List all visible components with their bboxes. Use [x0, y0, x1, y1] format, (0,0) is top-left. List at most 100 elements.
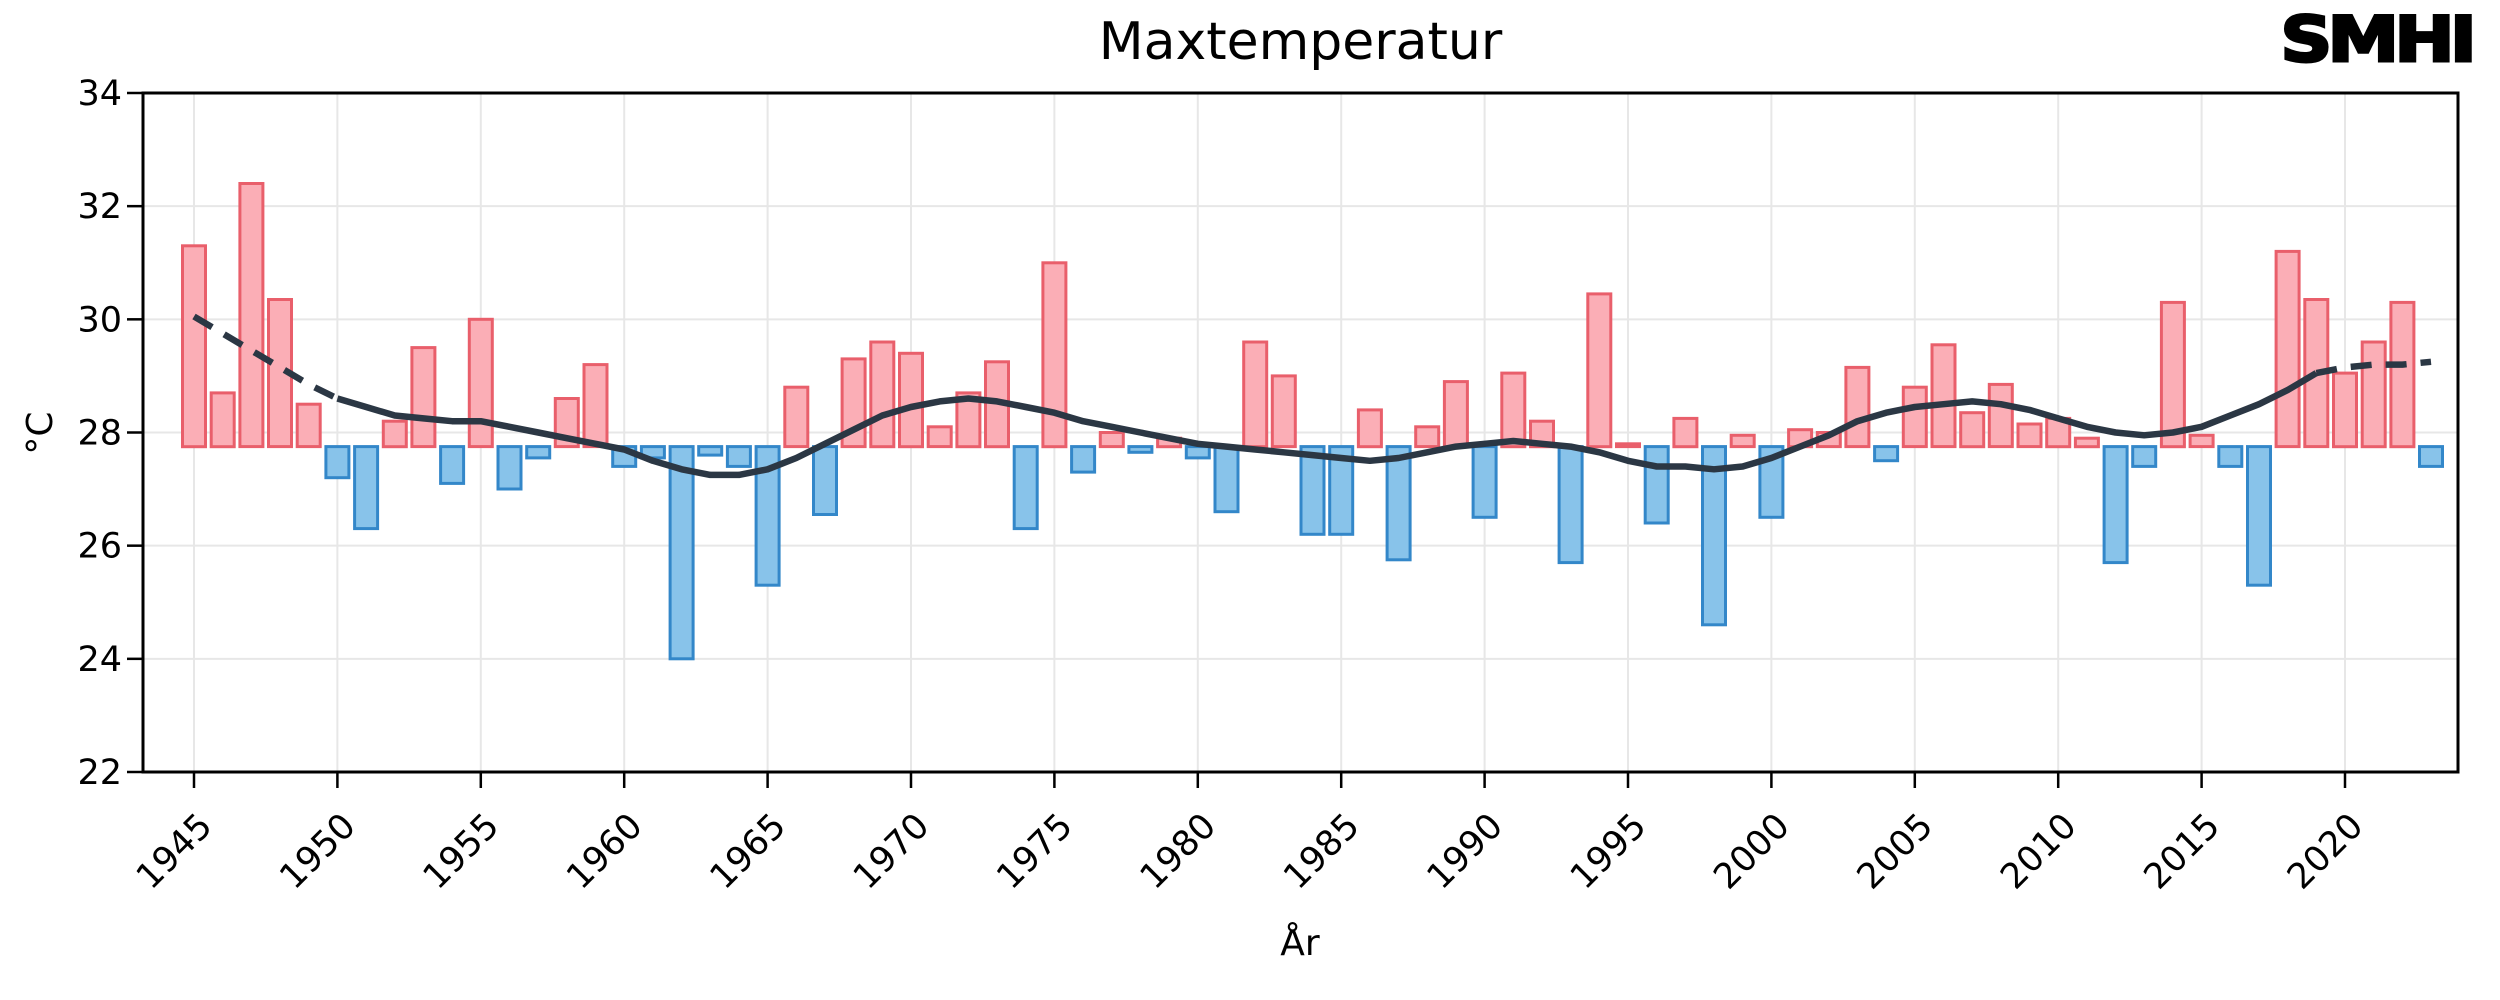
- bar-1965: [754, 445, 781, 587]
- bar-1959: [582, 363, 609, 449]
- smhi-logo: SMHI: [2279, 3, 2479, 78]
- y-tick-label: 32: [77, 187, 122, 227]
- bar-1984: [1299, 445, 1326, 536]
- bar-2021: [2360, 340, 2387, 449]
- bar-1950: [324, 445, 351, 480]
- bar-1963: [697, 445, 724, 457]
- bar-1945: [181, 244, 207, 449]
- bar-2015: [2188, 433, 2215, 449]
- bar-1952: [381, 419, 408, 449]
- bar-1986: [1356, 408, 1383, 449]
- trend-line-layer: [192, 313, 2432, 479]
- bars-layer: [181, 182, 2444, 661]
- bar-2016: [2217, 445, 2244, 468]
- x-tick-label: 1995: [1563, 806, 1654, 897]
- bar-1995: [1615, 442, 1641, 449]
- bar-1951: [353, 445, 380, 531]
- bar-2003: [1844, 365, 1871, 449]
- y-tick-label: 30: [77, 300, 122, 340]
- bar-1977: [1098, 431, 1125, 449]
- bar-2012: [2102, 445, 2129, 565]
- y-tick-label: 22: [77, 753, 122, 793]
- x-tick-label: 1985: [1276, 806, 1367, 897]
- y-tick-label: 24: [77, 640, 122, 680]
- bar-2005: [1901, 385, 1928, 449]
- bar-1999: [1729, 433, 1756, 449]
- x-tick-label: 1945: [129, 806, 220, 897]
- bar-2006: [1930, 343, 1957, 449]
- bar-1953: [410, 346, 437, 449]
- bar-1949: [295, 402, 322, 449]
- trend-line-dashed-start: [192, 313, 339, 402]
- bar-1993: [1557, 445, 1584, 565]
- bar-1988: [1414, 425, 1441, 449]
- bar-2011: [2073, 436, 2100, 449]
- bar-2007: [1959, 411, 1986, 449]
- bar-1955: [467, 317, 494, 449]
- bar-2020: [2332, 371, 2358, 449]
- y-tick-label: 28: [77, 414, 122, 454]
- bar-2009: [2016, 422, 2043, 449]
- bar-1994: [1586, 292, 1613, 449]
- bar-1982: [1242, 340, 1269, 449]
- trend-line-solid: [336, 370, 2318, 479]
- y-tick-label: 26: [77, 527, 122, 567]
- bar-2018: [2274, 249, 2301, 449]
- bar-1972: [955, 391, 982, 449]
- x-tick-label: 1960: [559, 806, 650, 897]
- x-tick-label: 2020: [2280, 806, 2371, 897]
- bar-2023: [2418, 445, 2444, 468]
- bar-1957: [525, 445, 552, 460]
- bar-2004: [1873, 445, 1900, 463]
- x-tick-label: 1955: [416, 806, 507, 897]
- bar-1987: [1385, 445, 1412, 562]
- bar-1976: [1070, 445, 1097, 474]
- bar-1996: [1643, 445, 1670, 525]
- x-tick-label: 1975: [989, 806, 1080, 897]
- x-tick-label: 1965: [703, 806, 794, 897]
- bar-2000: [1758, 445, 1785, 519]
- bar-1975: [1041, 261, 1068, 449]
- bar-2017: [2246, 445, 2272, 587]
- bar-1998: [1701, 445, 1727, 627]
- bar-1981: [1213, 445, 1240, 514]
- bar-1983: [1270, 374, 1297, 449]
- bar-1971: [926, 425, 953, 449]
- x-tick-label: 1990: [1420, 806, 1511, 897]
- bar-2008: [1987, 382, 2014, 449]
- bar-1969: [869, 340, 896, 449]
- bar-1970: [898, 351, 924, 449]
- x-tick-label: 2000: [1706, 806, 1797, 897]
- x-tick-label: 2005: [1850, 806, 1941, 897]
- bar-1956: [496, 445, 523, 491]
- bar-1954: [439, 445, 466, 485]
- bar-1989: [1442, 380, 1469, 449]
- chart-title: Maxtemperatur: [1098, 12, 1503, 72]
- bar-1946: [209, 391, 236, 449]
- x-axis-label: År: [1280, 921, 1320, 964]
- x-tick-label: 2010: [1993, 806, 2084, 897]
- bar-2022: [2389, 300, 2416, 449]
- bar-1990: [1471, 445, 1498, 519]
- y-tick-label: 34: [77, 74, 122, 114]
- bar-1966: [783, 385, 810, 449]
- bar-1980: [1184, 445, 1211, 460]
- x-tick-label: 1980: [1133, 806, 1224, 897]
- bar-1974: [1012, 445, 1039, 531]
- bar-1947: [238, 182, 265, 449]
- bar-2014: [2159, 300, 2186, 449]
- bar-2013: [2131, 445, 2158, 468]
- bar-1962: [668, 445, 695, 661]
- bar-1978: [1127, 445, 1154, 454]
- bar-1964: [725, 445, 752, 468]
- bar-1997: [1672, 416, 1699, 449]
- bar-1985: [1328, 445, 1355, 536]
- trend-line-dashed-end: [2315, 358, 2432, 377]
- axis-layer: 22 24 26 28 30 32 34 1945 1950 1955 1960 1965 1970 19…: [77, 74, 2460, 897]
- x-tick-label: 1970: [846, 806, 937, 897]
- x-tick-label: 1950: [272, 806, 363, 897]
- bar-1991: [1500, 371, 1527, 449]
- bar-1967: [812, 445, 838, 517]
